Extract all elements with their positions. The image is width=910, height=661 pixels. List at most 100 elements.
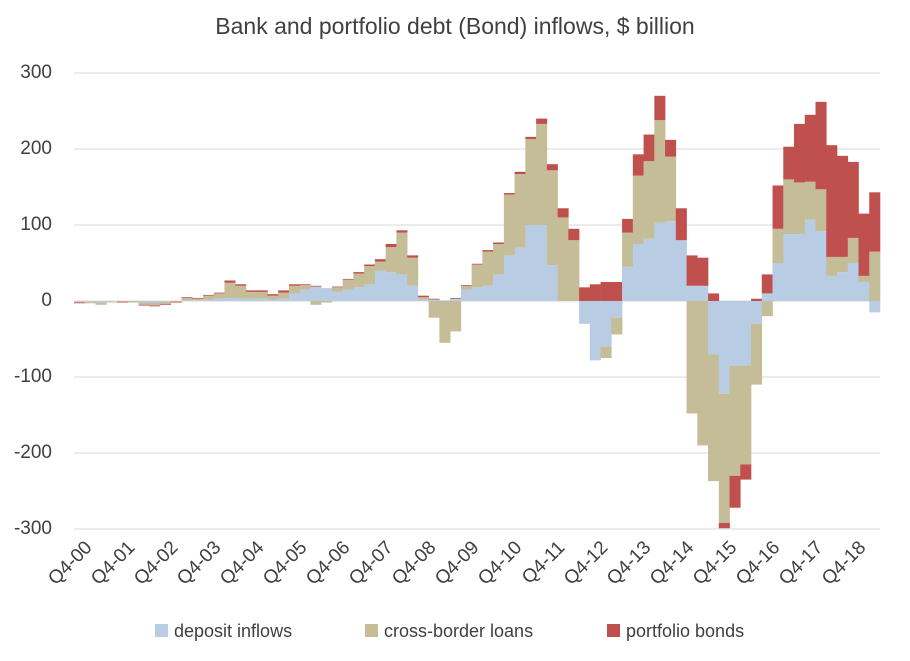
bar-segment [643, 161, 655, 239]
bar-segment [557, 217, 569, 301]
bar-segment [622, 266, 634, 301]
bar-segment [568, 228, 580, 241]
bar-segment [600, 282, 612, 301]
bar-segment [396, 232, 408, 275]
x-tick-label: Q4-04 [216, 537, 268, 589]
bar-segment [568, 240, 580, 301]
bar-segment [245, 298, 257, 301]
bar-segment [224, 282, 236, 298]
x-tick-label: Q4-00 [44, 537, 96, 589]
bar-segment [611, 317, 623, 335]
bar-segment [235, 298, 247, 301]
bar-segment [751, 298, 763, 301]
bar-segment [525, 225, 537, 301]
bar-segment [837, 155, 849, 257]
bar-segment [181, 300, 193, 301]
bar-segment [611, 301, 623, 318]
bar-segment [718, 301, 730, 394]
bar-segment [149, 302, 161, 306]
bar-segment [546, 164, 558, 171]
bar-segment [557, 208, 569, 218]
bar-segment [321, 288, 333, 301]
bar-segment [84, 301, 96, 302]
bar-segment [697, 257, 709, 286]
y-tick-label: 100 [20, 214, 52, 235]
bar-segment [245, 291, 257, 299]
bar-segment [428, 299, 440, 301]
x-tick-label: Q4-08 [388, 537, 440, 589]
y-tick-label: 300 [20, 62, 52, 83]
bar-segment [611, 282, 623, 301]
bar-segment [514, 174, 526, 248]
bar-segment [579, 301, 591, 324]
bar-segment [654, 222, 666, 301]
bar-segment [589, 284, 601, 301]
bar-segment [740, 301, 752, 366]
bar-segment [310, 286, 322, 301]
bar-segment [858, 282, 870, 301]
bar-segment [525, 139, 537, 225]
bar-segment [353, 273, 365, 288]
legend-swatch [155, 624, 168, 637]
bar-segment [804, 114, 816, 182]
bar-segment [288, 284, 300, 286]
bar-segment [353, 272, 365, 274]
y-tick-label: 0 [41, 290, 52, 311]
bar-segment [396, 230, 408, 233]
bar-segment [396, 274, 408, 301]
x-tick-label: Q4-18 [818, 537, 870, 589]
bar-segment [804, 219, 816, 301]
bar-segment [278, 292, 290, 299]
bar-segment [783, 179, 795, 235]
bar-segment [847, 263, 859, 301]
bar-segment [385, 244, 397, 248]
legend-swatch [607, 624, 620, 637]
bar-segment [794, 182, 806, 235]
bar-segment [170, 301, 182, 303]
bar-segment [331, 286, 343, 288]
bar-segment [482, 250, 494, 252]
bar-segment [385, 272, 397, 301]
bar-segment [202, 294, 215, 296]
bar-segment [181, 297, 193, 298]
x-tick-label: Q4-16 [732, 537, 784, 589]
bar-segment [729, 475, 741, 508]
bar-segment [600, 346, 612, 358]
bar-segment [181, 297, 193, 301]
bar-segment [471, 264, 483, 288]
legend-label: deposit inflows [174, 621, 292, 641]
bar-segment [170, 301, 182, 302]
legend-swatch [365, 624, 378, 637]
bar-segment [331, 287, 343, 292]
bar-segment [353, 287, 365, 301]
bar-segment [407, 255, 419, 258]
bar-segment [159, 301, 172, 305]
bar-segment [460, 285, 472, 286]
bar-segment [299, 284, 311, 286]
y-tick-label: -300 [14, 518, 52, 539]
bar-segment [374, 259, 386, 262]
bar-segment [815, 101, 827, 190]
bar-segment [138, 302, 150, 305]
bar-segment [364, 284, 376, 301]
bar-segment [686, 255, 698, 286]
bar-segment [95, 302, 107, 305]
bar-segment [374, 261, 386, 271]
x-tick-label: Q4-06 [302, 537, 354, 589]
bar-segment [235, 284, 247, 286]
bar-segment [740, 365, 752, 465]
bar-segment [74, 302, 86, 304]
bar-segment [697, 285, 709, 301]
bar-segment [869, 251, 881, 301]
bar-segment [869, 192, 881, 252]
bar-segment [213, 298, 225, 301]
x-tick-label: Q4-12 [560, 537, 612, 589]
bar-segment [503, 255, 515, 301]
bar-segment [783, 234, 795, 301]
x-tick-label: Q4-10 [474, 537, 526, 589]
bar-segment [761, 301, 773, 317]
bar-segment [632, 154, 644, 176]
bar-segment [643, 134, 655, 162]
bar-segment [632, 244, 644, 301]
bar-segment [525, 136, 537, 140]
